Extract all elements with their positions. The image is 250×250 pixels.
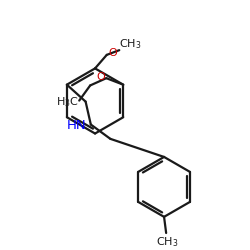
Text: O: O bbox=[108, 48, 117, 58]
Text: H$_3$C: H$_3$C bbox=[56, 95, 79, 109]
Text: CH$_3$: CH$_3$ bbox=[156, 236, 179, 250]
Text: O: O bbox=[96, 72, 105, 82]
Text: HN: HN bbox=[66, 118, 86, 132]
Text: CH$_3$: CH$_3$ bbox=[119, 38, 141, 51]
